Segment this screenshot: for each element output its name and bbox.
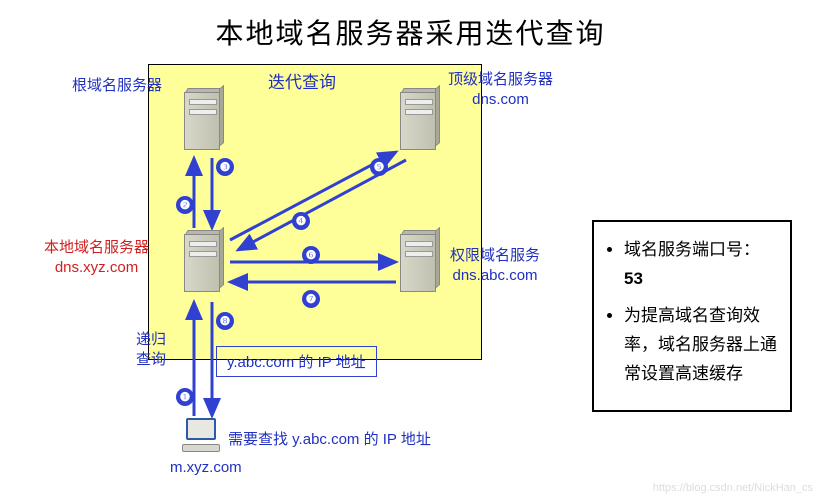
step-3: ❸ xyxy=(216,158,234,176)
query-caption: 需要查找 y.abc.com 的 IP 地址 xyxy=(228,430,431,450)
step-1: ❶ xyxy=(176,388,194,406)
step-6: ❻ xyxy=(302,246,320,264)
label-iterative: 迭代查询 xyxy=(268,72,336,94)
page-title: 本地域名服务器采用迭代查询 xyxy=(0,0,821,64)
step-8: ❽ xyxy=(216,312,234,330)
label-recursive: 递归 查询 xyxy=(136,330,166,369)
client-pc xyxy=(180,418,222,454)
watermark: https://blog.csdn.net/NickHan_cs xyxy=(653,482,813,494)
server-local xyxy=(184,230,224,292)
ip-result-box: y.abc.com 的 IP 地址 xyxy=(216,346,377,377)
label-root: 根域名服务器 xyxy=(72,76,162,96)
info-item-1: 域名服务端口号：53 xyxy=(624,236,778,294)
label-local: 本地域名服务器 dns.xyz.com xyxy=(44,238,149,277)
step-2: ❷ xyxy=(176,196,194,214)
step-4: ❹ xyxy=(292,212,310,230)
info-panel: 域名服务端口号：53 为提高域名查询效率，域名服务器上通常设置高速缓存 xyxy=(592,220,792,412)
label-client: m.xyz.com xyxy=(170,458,242,478)
server-auth xyxy=(400,230,440,292)
label-tld: 顶级域名服务器 dns.com xyxy=(448,70,553,109)
server-tld xyxy=(400,88,440,150)
info-item-2: 为提高域名查询效率，域名服务器上通常设置高速缓存 xyxy=(624,302,778,389)
label-auth: 权限域名服务 dns.abc.com xyxy=(450,246,540,285)
step-5: ❺ xyxy=(370,158,388,176)
step-7: ❼ xyxy=(302,290,320,308)
server-root xyxy=(184,88,224,150)
